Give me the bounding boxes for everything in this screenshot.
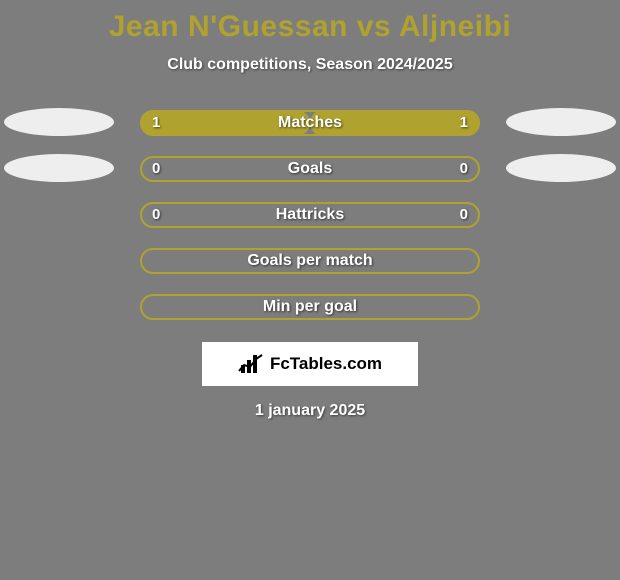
right-player-marker [506,154,616,182]
stat-label: Goals [140,156,480,182]
footer-date: 1 january 2025 [0,402,620,420]
comparison-infographic: Jean N'Guessan vs Aljneibi Club competit… [0,0,620,580]
brand-text: FcTables.com [270,354,382,374]
stat-row: Goals per match [0,240,620,286]
stat-label: Min per goal [140,294,480,320]
subtitle: Club competitions, Season 2024/2025 [0,56,620,74]
left-player-marker [4,108,114,136]
stat-label: Matches [140,110,480,136]
right-player-marker [506,108,616,136]
left-player-marker [4,154,114,182]
page-title: Jean N'Guessan vs Aljneibi [0,0,620,44]
stat-row: Min per goal [0,286,620,332]
stat-label: Hattricks [140,202,480,228]
stat-row: 00Goals [0,148,620,194]
brand-box: FcTables.com [202,342,418,386]
stat-rows: 11Matches00Goals00Hattricks Goals per mat… [0,102,620,332]
stat-row: 11Matches [0,102,620,148]
chart-icon [238,353,264,375]
stat-row: 00Hattricks [0,194,620,240]
stat-label: Goals per match [140,248,480,274]
